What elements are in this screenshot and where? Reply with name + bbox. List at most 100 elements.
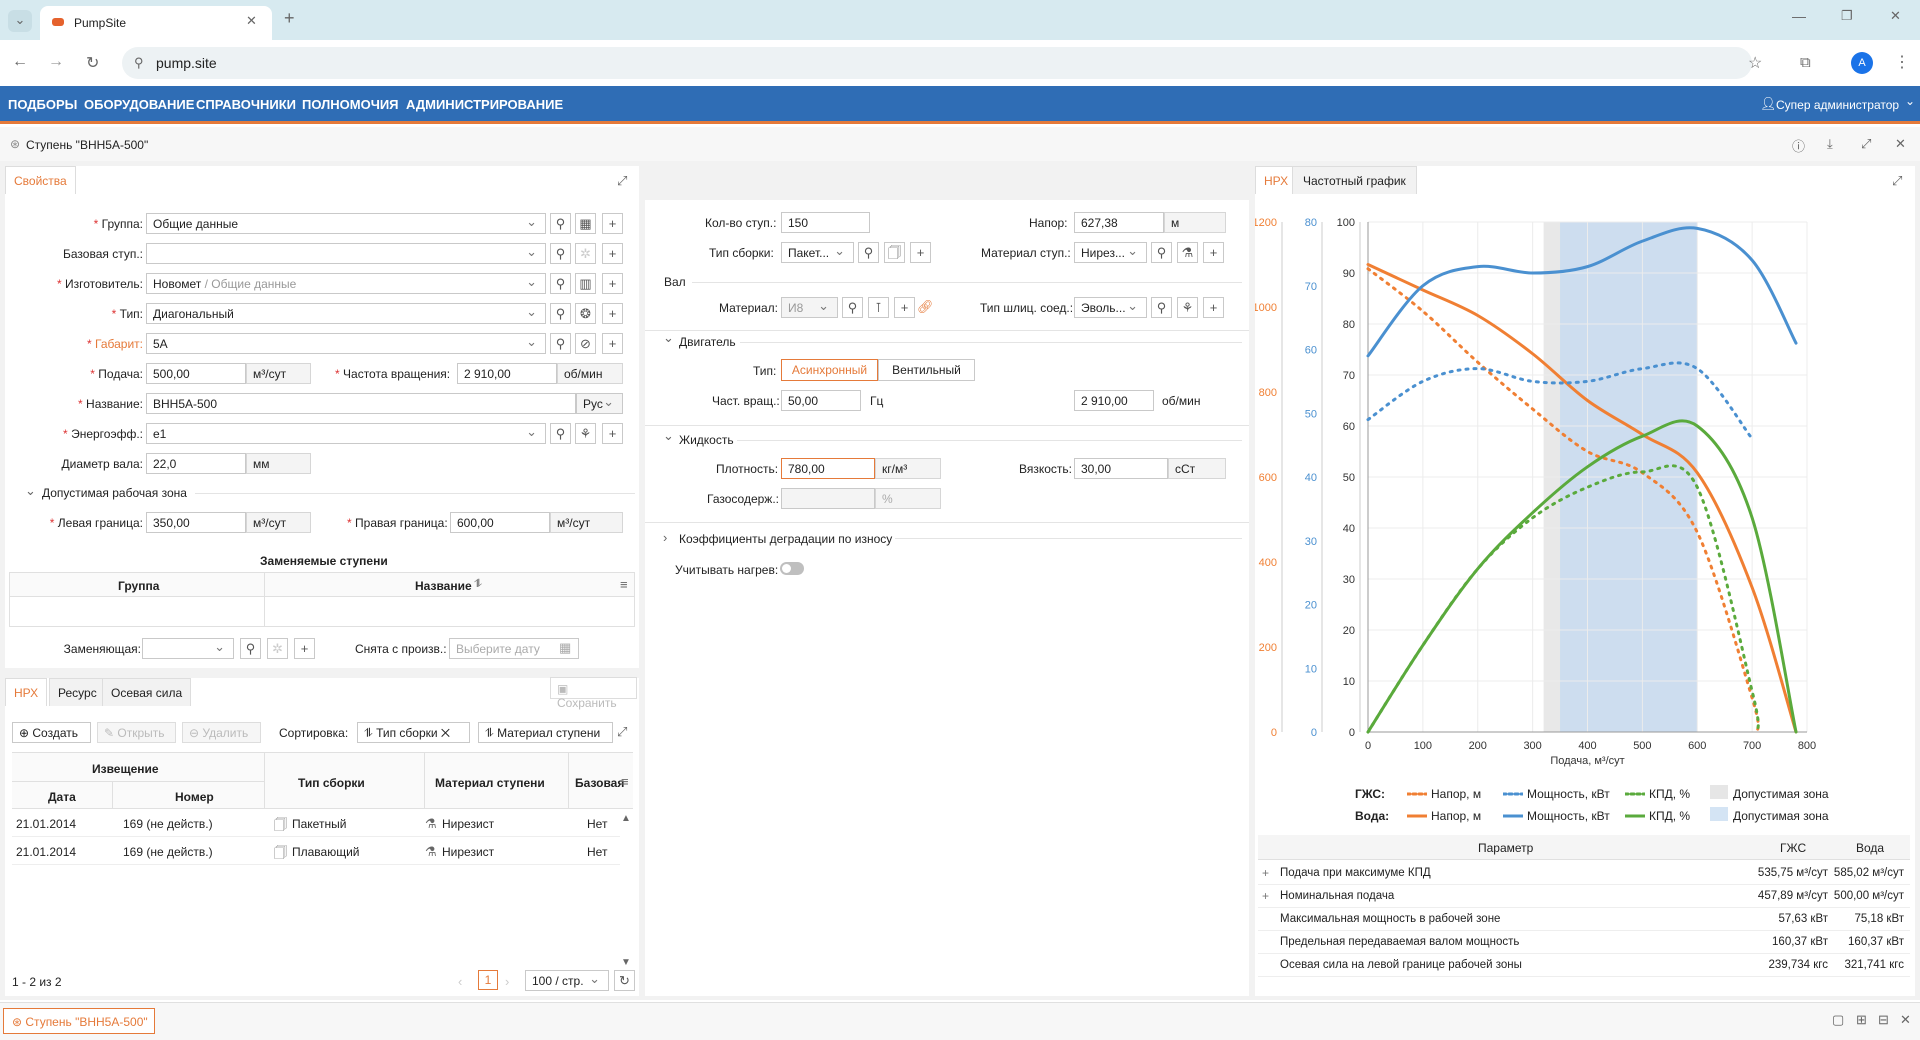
eff-add-button[interactable]: + — [602, 423, 623, 444]
degradation-expand-icon[interactable]: › — [663, 530, 668, 545]
chart-expand-icon[interactable]: ⤢ — [1892, 173, 1903, 188]
next-page-icon[interactable]: › — [505, 974, 510, 989]
maker-building-button[interactable]: ▥ — [575, 273, 596, 294]
column-menu-icon[interactable]: ≡ — [620, 577, 628, 592]
new-tab-icon[interactable]: + — [284, 8, 295, 28]
type-search-button[interactable]: ⚲ — [550, 303, 571, 324]
stage-material-select[interactable]: Нирез... — [1074, 242, 1147, 263]
tab-frequency-chart[interactable]: Частотный график — [1292, 166, 1417, 194]
type-add-button[interactable]: + — [602, 303, 623, 324]
replacing-select[interactable] — [142, 638, 234, 659]
user-menu-chevron-icon[interactable]: ⌄ — [1905, 94, 1916, 108]
restore-icon[interactable]: ❐ — [1841, 8, 1853, 23]
viscosity-input[interactable]: 30,00 — [1074, 458, 1168, 479]
flow-input[interactable]: 500,00 — [146, 363, 246, 384]
help-icon[interactable]: ⓘ — [1792, 139, 1806, 154]
group-select[interactable]: Общие данные — [146, 213, 546, 234]
save-button[interactable]: ▣ Сохранить — [550, 677, 637, 710]
zone-collapse-icon[interactable]: ⌄ — [25, 483, 36, 498]
replacing-add-button[interactable]: + — [294, 638, 315, 659]
extensions-icon[interactable]: ⧉ — [1800, 54, 1811, 71]
tab-nrh[interactable]: НРХ — [5, 678, 48, 706]
notices-column-menu-icon[interactable]: ≡ — [621, 774, 629, 789]
degradation-title[interactable]: Коэффициенты деградации по износу — [679, 532, 893, 546]
param-row[interactable]: + Подача при максимуме КПД 535,75 м³/сут 58… — [1258, 862, 1910, 885]
col-assembly[interactable]: Тип сборки — [298, 776, 365, 790]
close-window-icon[interactable]: ✕ — [1890, 8, 1901, 23]
footer-tab[interactable]: ⊛ Ступень "ВНН5А-500" — [3, 1008, 155, 1034]
create-button[interactable]: ⊕ Создать — [12, 722, 91, 743]
shaft-material-select[interactable]: И8 — [781, 297, 838, 318]
group-calendar-button[interactable]: ▦ — [575, 213, 596, 234]
window-tile-icon[interactable]: ⊟ — [1878, 1012, 1889, 1027]
url-box[interactable]: ⚲ pump.site ☆ — [122, 47, 1762, 79]
close-page-icon[interactable]: ✕ — [1895, 136, 1906, 151]
shaft-add-button[interactable]: + — [894, 297, 915, 318]
size-diameter-button[interactable]: ⊘ — [575, 333, 596, 354]
tab-search-icon[interactable]: ⌄ — [8, 10, 32, 32]
size-add-button[interactable]: + — [602, 333, 623, 354]
tab-properties[interactable]: Свойства — [5, 166, 76, 194]
reload-icon[interactable]: ↻ — [86, 55, 100, 72]
table-row[interactable]: 21.01.2014 169 (не действ.) 🗍︎ Пакетный … — [12, 809, 620, 837]
current-page[interactable]: 1 — [478, 970, 498, 990]
param-expand[interactable]: + — [1262, 889, 1270, 903]
repl-col-name[interactable]: Название — [415, 579, 472, 593]
material-flask-button[interactable]: ⚗︎ — [1177, 242, 1198, 263]
motor-async-option[interactable]: Асинхронный — [781, 359, 878, 381]
param-row[interactable]: Предельная передаваемая валом мощность 16… — [1258, 931, 1910, 954]
remove-sort-icon[interactable]: ✕ — [440, 726, 451, 740]
replacing-settings-button[interactable]: ✲ — [267, 638, 288, 659]
base-search-button[interactable]: ⚲ — [550, 243, 571, 264]
name-input[interactable]: ВНН5А-500 — [146, 393, 576, 414]
delete-button[interactable]: ⊖ Удалить — [182, 722, 261, 743]
size-search-button[interactable]: ⚲ — [550, 333, 571, 354]
maker-search-button[interactable]: ⚲ — [550, 273, 571, 294]
open-button[interactable]: ✎ Открыть — [97, 722, 176, 743]
eff-search-button[interactable]: ⚲ — [550, 423, 571, 444]
type-impeller-button[interactable]: ❂ — [575, 303, 596, 324]
replacing-search-button[interactable]: ⚲ — [240, 638, 261, 659]
scroll-up-icon[interactable]: ▲ — [621, 813, 631, 824]
base-stage-select[interactable] — [146, 243, 546, 264]
group-add-button[interactable]: + — [602, 213, 623, 234]
nav-item-selections[interactable]: ПОДБОРЫ — [8, 97, 78, 112]
window-single-icon[interactable]: ▢ — [1832, 1012, 1845, 1027]
col-base[interactable]: Базовая — [575, 776, 625, 790]
param-expand[interactable]: + — [1262, 866, 1270, 880]
scroll-down-icon[interactable]: ▼ — [621, 957, 631, 968]
expand-icon[interactable]: ⤢ — [1861, 136, 1872, 151]
shaft-shaft-button[interactable]: ⊺ — [868, 297, 889, 318]
table-expand-icon[interactable]: ⤢ — [617, 724, 628, 739]
assembly-search-button[interactable]: ⚲ — [858, 242, 879, 263]
col-material[interactable]: Материал ступени — [435, 776, 545, 790]
sort-icon[interactable]: ⥮ — [474, 578, 482, 590]
sort-chip-assembly[interactable]: ⥮ Тип сборки ✕ — [357, 722, 470, 743]
collapse-icon[interactable]: ⤓ — [1827, 136, 1833, 151]
motor-collapse-icon[interactable]: ⌄ — [663, 330, 674, 345]
per-page-select[interactable]: 100 / стр. — [525, 970, 609, 991]
param-row[interactable]: + Номинальная подача 457,89 м³/сут 500,00 м… — [1258, 885, 1910, 908]
user-menu[interactable]: Супер администратор — [1776, 98, 1900, 112]
nav-item-permissions[interactable]: ПОЛНОМОЧИЯ — [302, 97, 399, 112]
material-add-button[interactable]: + — [1203, 242, 1224, 263]
back-icon[interactable]: ← — [12, 53, 28, 70]
forward-icon[interactable]: → — [48, 53, 64, 70]
group-search-button[interactable]: ⚲ — [550, 213, 571, 234]
assembly-stack-button[interactable]: 🗍︎ — [884, 242, 905, 263]
motor-valve-option[interactable]: Вентильный — [878, 359, 975, 381]
shaft-search-button[interactable]: ⚲ — [842, 297, 863, 318]
left-border-input[interactable]: 350,00 — [146, 512, 246, 533]
maker-select[interactable]: Новомет / Общие данные — [146, 273, 546, 294]
site-info-icon[interactable]: ⚲ — [134, 55, 144, 70]
close-all-icon[interactable]: ✕ — [1900, 1012, 1911, 1027]
spline-tool-button[interactable]: ⚘ — [1177, 297, 1198, 318]
shaft-diameter-input[interactable]: 22,0 — [146, 453, 246, 474]
type-select[interactable]: Диагональный — [146, 303, 546, 324]
table-row[interactable]: 21.01.2014 169 (не действ.) 🗍︎ Плавающий… — [12, 837, 620, 865]
base-add-button[interactable]: + — [602, 243, 623, 264]
param-row[interactable]: Осевая сила на левой границе рабочей зон… — [1258, 954, 1910, 977]
profile-avatar[interactable]: A — [1851, 52, 1873, 74]
nav-item-equipment[interactable]: ОБОРУДОВАНИЕ — [84, 97, 195, 112]
tab-resource[interactable]: Ресурс — [49, 678, 106, 706]
